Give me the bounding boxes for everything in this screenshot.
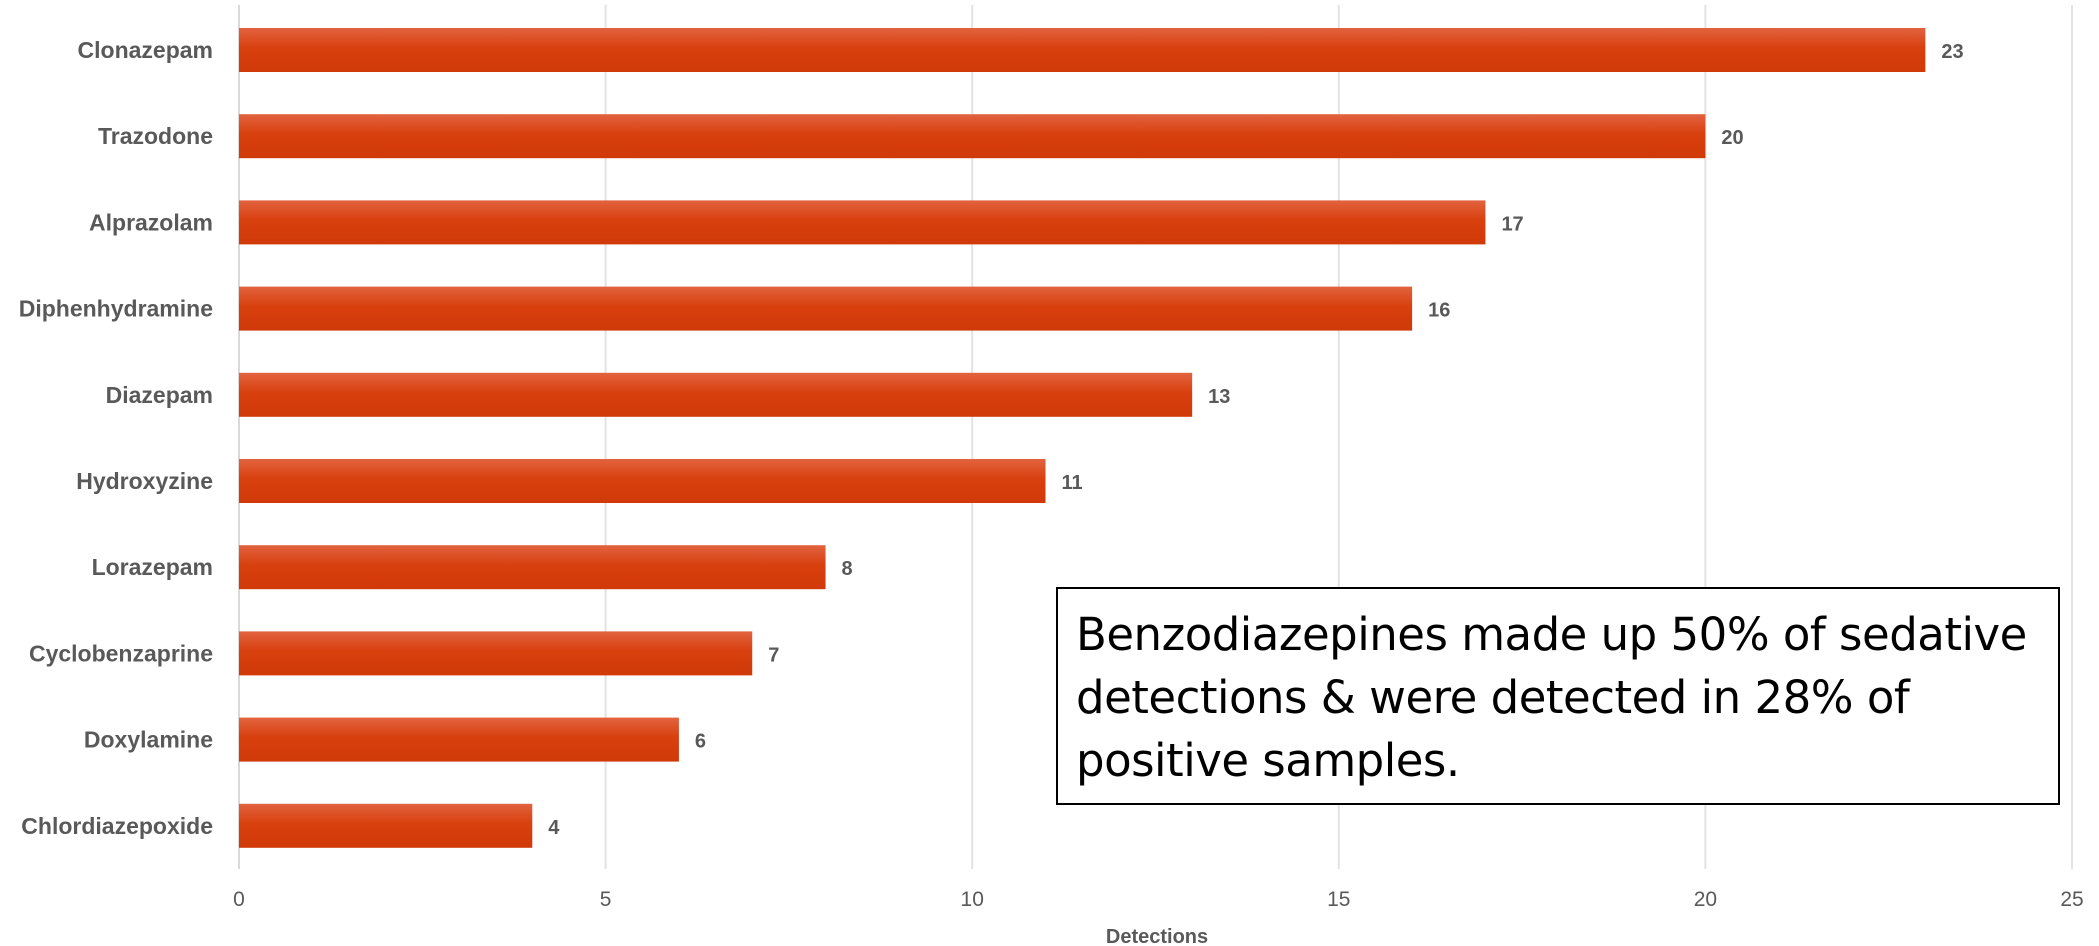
x-axis-title: Detections [1106, 926, 1208, 946]
bar-hydroxyzine [239, 459, 1046, 503]
x-tick-label: 5 [600, 888, 612, 911]
category-label: Trazodone [98, 123, 213, 149]
annotation-box: Benzodiazepines made up 50% of sedative … [1056, 587, 2060, 805]
category-label: Cyclobenzaprine [29, 640, 213, 666]
bar-alprazolam [239, 200, 1486, 245]
data-label: 13 [1208, 386, 1230, 408]
data-label: 17 [1501, 213, 1523, 235]
bar-diazepam [239, 372, 1193, 417]
bar-doxylamine [239, 717, 679, 762]
data-label: 6 [695, 731, 706, 753]
category-label: Doxylamine [84, 727, 213, 753]
category-label: Diazepam [106, 382, 213, 408]
x-tick-label: 25 [2060, 888, 2083, 911]
category-label: Clonazepam [78, 37, 213, 63]
data-label: 11 [1062, 472, 1083, 494]
bars [239, 28, 1926, 848]
x-tick-label: 20 [1694, 888, 1717, 911]
x-tick-label: 10 [961, 888, 984, 911]
data-labels: 23 20 17 16 13 11 8 7 6 4 [548, 41, 1963, 839]
bar-chlordiazepoxide [239, 803, 533, 848]
category-labels: Clonazepam Trazodone Alprazolam Diphenhydra… [19, 37, 213, 839]
bar-trazodone [239, 114, 1706, 159]
data-label: 7 [768, 644, 779, 666]
category-label: Lorazepam [92, 554, 213, 580]
x-tick-label: 0 [233, 888, 245, 911]
x-axis-tick-labels: 0 5 10 15 20 25 [233, 888, 2084, 911]
bar-lorazepam [239, 545, 826, 590]
category-label: Alprazolam [89, 209, 213, 235]
annotation-text: Benzodiazepines made up 50% of sedative … [1076, 608, 2027, 787]
x-tick-label: 15 [1327, 888, 1350, 911]
data-label: 4 [548, 817, 560, 839]
bar-cyclobenzaprine [239, 631, 753, 676]
data-label: 8 [842, 558, 853, 580]
category-label: Chlordiazepoxide [21, 813, 213, 839]
data-label: 20 [1721, 127, 1743, 149]
category-label: Diphenhydramine [19, 296, 213, 322]
bar-diphenhydramine [239, 286, 1413, 331]
bar-clonazepam [239, 28, 1926, 72]
category-label: Hydroxyzine [76, 468, 213, 494]
data-label: 23 [1941, 41, 1963, 63]
data-label: 16 [1428, 300, 1450, 322]
